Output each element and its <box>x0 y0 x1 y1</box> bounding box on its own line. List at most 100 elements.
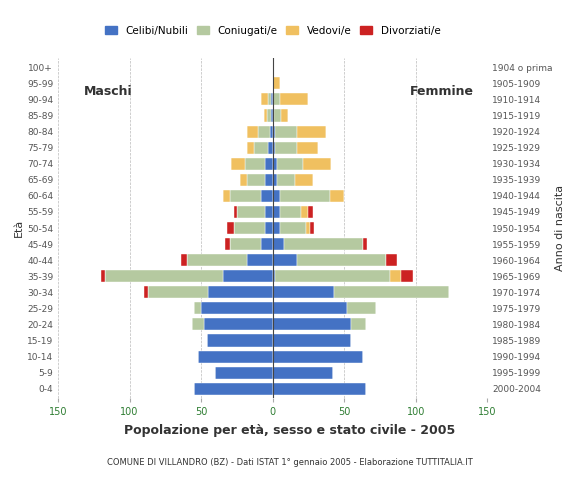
Bar <box>247 254 273 266</box>
Bar <box>273 109 274 121</box>
Bar <box>273 174 277 186</box>
Bar <box>271 109 273 121</box>
Bar <box>273 77 280 89</box>
Bar <box>215 367 273 379</box>
Bar <box>266 157 273 170</box>
Bar <box>276 125 297 138</box>
Bar <box>284 238 362 250</box>
Bar <box>386 254 397 266</box>
Bar <box>247 125 258 138</box>
Bar <box>401 270 413 282</box>
Bar <box>273 190 280 202</box>
Bar <box>273 238 284 250</box>
Text: Popolazione per età, sesso e stato civile - 2005: Popolazione per età, sesso e stato civil… <box>124 424 456 437</box>
Bar <box>273 222 280 234</box>
Bar <box>362 238 367 250</box>
Bar <box>273 335 351 347</box>
Bar <box>273 318 351 331</box>
Bar <box>276 142 297 154</box>
Bar <box>273 383 365 395</box>
Bar <box>226 238 230 250</box>
Bar <box>267 109 271 121</box>
Bar <box>181 254 187 266</box>
Bar <box>306 222 310 234</box>
Bar <box>193 318 204 331</box>
Bar <box>148 286 208 299</box>
Text: Femmine: Femmine <box>409 85 473 98</box>
Bar <box>261 190 273 202</box>
Bar <box>273 350 362 362</box>
Y-axis label: Età: Età <box>14 219 24 237</box>
Bar <box>273 157 277 170</box>
Bar <box>230 190 261 202</box>
Bar <box>240 174 247 186</box>
Bar <box>266 222 273 234</box>
Bar <box>227 222 234 234</box>
Bar <box>271 94 273 106</box>
Bar <box>269 142 273 154</box>
Bar <box>280 222 306 234</box>
Bar <box>208 286 273 299</box>
Bar <box>269 94 271 106</box>
Bar <box>273 142 275 154</box>
Bar <box>270 125 273 138</box>
Bar <box>247 174 266 186</box>
Bar <box>264 109 267 121</box>
Bar <box>254 142 269 154</box>
Bar <box>223 190 230 202</box>
Bar <box>223 270 273 282</box>
Bar <box>194 302 201 314</box>
Bar <box>273 302 347 314</box>
Bar <box>280 206 301 218</box>
Bar <box>303 157 331 170</box>
Bar <box>204 318 273 331</box>
Bar <box>247 142 254 154</box>
Bar <box>237 206 266 218</box>
Bar <box>273 94 280 106</box>
Bar <box>198 350 273 362</box>
Bar <box>330 190 344 202</box>
Bar <box>301 206 309 218</box>
Text: COMUNE DI VILLANDRO (BZ) - Dati ISTAT 1° gennaio 2005 - Elaborazione TUTTITALIA.: COMUNE DI VILLANDRO (BZ) - Dati ISTAT 1°… <box>107 457 473 467</box>
Bar <box>230 238 261 250</box>
Bar <box>258 125 270 138</box>
Bar <box>231 157 245 170</box>
Bar <box>281 109 288 121</box>
Bar <box>273 367 333 379</box>
Bar <box>351 318 365 331</box>
Bar <box>273 206 280 218</box>
Bar <box>297 254 386 266</box>
Bar <box>297 125 325 138</box>
Bar <box>276 270 390 282</box>
Legend: Celibi/Nubili, Coniugati/e, Vedovi/e, Divorziati/e: Celibi/Nubili, Coniugati/e, Vedovi/e, Di… <box>100 22 445 40</box>
Bar <box>194 383 273 395</box>
Bar <box>310 222 314 234</box>
Text: Maschi: Maschi <box>84 85 132 98</box>
Bar <box>347 302 376 314</box>
Bar <box>266 206 273 218</box>
Y-axis label: Anno di nascita: Anno di nascita <box>555 185 566 271</box>
Bar <box>261 238 273 250</box>
Bar <box>234 206 237 218</box>
Bar <box>187 254 247 266</box>
Bar <box>309 206 313 218</box>
Bar <box>280 94 309 106</box>
Bar <box>274 109 281 121</box>
Bar <box>234 222 266 234</box>
Bar <box>273 254 297 266</box>
Bar <box>201 302 273 314</box>
Bar <box>390 270 401 282</box>
Bar <box>273 286 334 299</box>
Bar <box>266 174 273 186</box>
Bar <box>101 270 105 282</box>
Bar <box>295 174 313 186</box>
Bar <box>207 335 273 347</box>
Bar <box>245 157 266 170</box>
Bar <box>105 270 223 282</box>
Bar <box>273 125 275 138</box>
Bar <box>280 190 330 202</box>
Bar <box>334 286 448 299</box>
Bar <box>261 94 269 106</box>
Bar <box>144 286 148 299</box>
Bar <box>277 157 303 170</box>
